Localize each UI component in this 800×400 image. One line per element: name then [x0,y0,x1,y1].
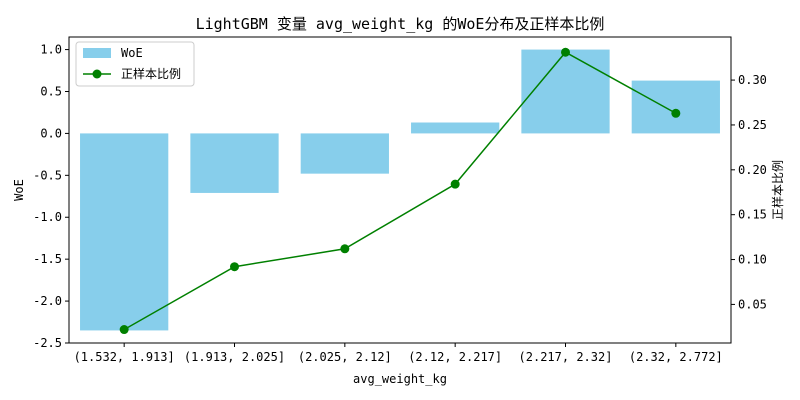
y-tick-label: -1.0 [33,210,62,224]
y-right-tick-label: 0.15 [738,208,767,222]
positive-rate-point [450,179,460,189]
woe-bar [411,122,500,134]
legend-rate-label: 正样本比例 [121,66,181,81]
woe-bars [80,49,720,331]
x-tick-label: (2.12, 2.217] [408,350,502,364]
y-axis-label-right: 正样本比例 [770,160,785,220]
x-tick-label: (2.32, 2.772] [629,350,723,364]
y-tick-label: -2.5 [33,336,62,350]
y-right-tick-label: 0.25 [738,118,767,132]
y-tick-label: 1.0 [40,43,62,57]
y-axis-left: -2.5 -2.0 -1.5 -1.0 -0.5 0.0 0.5 1.0 [33,43,69,350]
positive-rate-point [671,108,681,118]
legend: WoE 正样本比例 [75,41,195,87]
legend-rate-marker [92,69,102,79]
y-tick-label: -0.5 [33,168,62,182]
chart-title: LightGBM 变量 avg_weight_kg 的WoE分布及正样本比例 [196,15,605,33]
woe-bar [80,133,169,331]
legend-woe-swatch [83,48,111,58]
positive-rate-polyline [123,51,677,331]
positive-rate-point [230,262,239,272]
positive-rate-point [340,244,350,254]
woe-bar [521,49,610,134]
x-axis: (1.532, 1.913] (1.913, 2.025] (2.025, 2.12… [74,343,723,364]
y-right-tick-label: 0.20 [738,163,767,177]
x-tick-label: (2.025, 2.12] [298,350,392,364]
plot-frame [68,36,732,344]
x-axis-label: avg_weight_kg [353,372,447,386]
y-axis-right: 0.05 0.10 0.15 0.20 0.25 0.30 [731,73,767,311]
woe-bar [300,133,389,174]
woe-bar [631,80,720,134]
y-tick-label: 0.5 [40,84,62,98]
y-right-tick-label: 0.10 [738,253,767,267]
positive-rate-point [561,47,570,57]
positive-rate-point [119,325,129,335]
y-axis-label-left: WoE [12,179,26,201]
y-tick-label: 0.0 [40,126,62,140]
y-tick-label: -1.5 [33,252,62,266]
y-tick-label: -2.0 [33,294,62,308]
x-tick-label: (1.532, 1.913] [74,350,175,364]
x-tick-label: (2.217, 2.32] [519,350,613,364]
x-tick-label: (1.913, 2.025] [184,350,285,364]
y-right-tick-label: 0.05 [738,297,767,311]
y-right-tick-label: 0.30 [738,73,767,87]
woe-bar [190,133,279,193]
positive-rate-line [119,47,681,335]
legend-woe-label: WoE [121,46,143,60]
